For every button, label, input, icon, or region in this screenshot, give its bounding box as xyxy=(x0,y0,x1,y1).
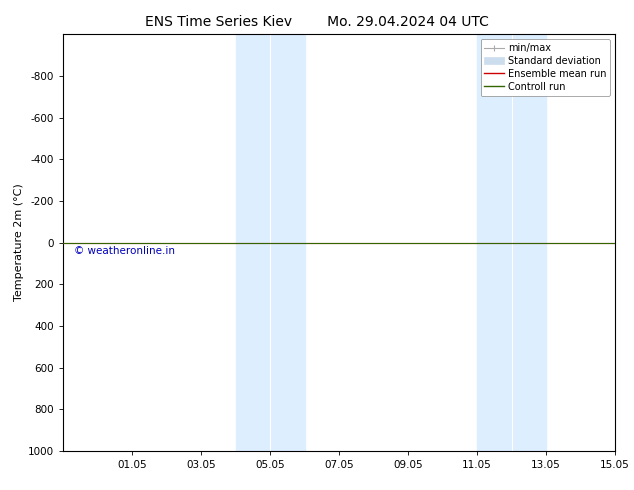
Bar xyxy=(270,34,305,451)
Bar xyxy=(477,34,512,451)
Legend: min/max, Standard deviation, Ensemble mean run, Controll run: min/max, Standard deviation, Ensemble me… xyxy=(481,39,610,96)
Bar xyxy=(236,34,270,451)
Bar xyxy=(512,34,546,451)
Y-axis label: Temperature 2m (°C): Temperature 2m (°C) xyxy=(14,184,24,301)
Text: ENS Time Series Kiev        Mo. 29.04.2024 04 UTC: ENS Time Series Kiev Mo. 29.04.2024 04 U… xyxy=(145,15,489,29)
Text: © weatheronline.in: © weatheronline.in xyxy=(74,246,176,256)
